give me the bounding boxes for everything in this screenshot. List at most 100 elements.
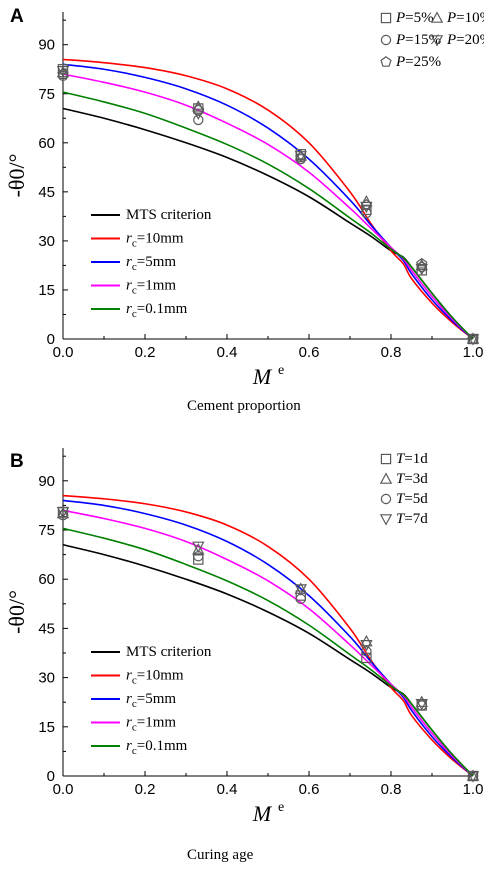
curve-rc5 (62, 63, 474, 340)
legend-marker-triangle-down (430, 35, 444, 47)
x-tick-label: 0.2 (135, 781, 156, 798)
data-point-triangle-down (294, 584, 308, 596)
legend-value: =25% (405, 54, 441, 70)
x-tick-label: 0.2 (135, 344, 156, 361)
legend-subscript: c (132, 745, 137, 757)
legend-var: P (395, 54, 405, 70)
legend-subscript: c (132, 261, 137, 273)
panel-b: B 0.0 0.2 0.4 0.6 0.8 1.0 0 15 30 45 60 75 90 M e -θ0/° M… (4, 448, 483, 863)
y-axis-label: -θ0/° (4, 590, 29, 634)
legend-var: r (126, 668, 132, 684)
legend-var: P (395, 10, 405, 26)
data-point-square (57, 64, 69, 75)
legend-var: T (396, 471, 406, 487)
legend-label-mts: MTS criterion (126, 207, 212, 223)
legend-value: =5mm (137, 254, 177, 270)
curve-rc1 (62, 509, 474, 777)
y-tick-label: 45 (38, 184, 55, 201)
y-tick-label: 90 (38, 473, 55, 490)
legend-marker-square (380, 453, 392, 465)
panel-letter: B (10, 451, 24, 472)
legend-label-square: P=5% (395, 10, 434, 26)
data-point-circle (416, 261, 427, 273)
legend-subscript: c (132, 698, 137, 710)
y-tick-label: 0 (47, 768, 55, 785)
data-point-square (361, 204, 372, 216)
x-tick-label: 0.6 (299, 344, 320, 361)
legend-var: r (126, 738, 132, 754)
legend-value: =5d (404, 491, 428, 507)
curve-rc10 (62, 58, 474, 340)
y-tick-label: 15 (38, 719, 55, 736)
data-point-circle (57, 510, 69, 521)
data-point-triangle-down (415, 699, 428, 711)
y-tick-label: 90 (38, 37, 55, 54)
legend-label-rc5: rc=5mm (126, 691, 176, 710)
legend-var: r (126, 231, 132, 247)
legend-var: r (126, 715, 132, 731)
y-tick-label: 60 (38, 135, 55, 152)
y-tick-label: 30 (38, 233, 55, 250)
panel-a: A 0.0 0.2 0.4 0.6 0.8 1.0 0 15 30 45 60 75 90 M e -θ0/° M… (4, 6, 484, 414)
legend-var: P (395, 32, 405, 48)
x-tick-label: 0.8 (381, 781, 402, 798)
data-point-circle (57, 70, 69, 81)
legend-value: =10% (456, 10, 484, 26)
data-point-triangle-down (192, 541, 205, 554)
y-tick-label: 45 (38, 620, 55, 637)
panel-letter: A (10, 6, 24, 27)
legend-value: =3d (404, 471, 428, 487)
curve-rc01 (62, 91, 474, 340)
legend-label-pentagon: P=25% (395, 54, 441, 70)
data-point-triangle-down (56, 507, 70, 519)
legend-label-rc01: rc=0.1mm (126, 738, 188, 757)
curve-mts (62, 543, 474, 777)
x-tick-label: 0.4 (217, 781, 238, 798)
legend-label-rc1: rc=1mm (126, 278, 176, 297)
x-tick-label: 1.0 (463, 781, 484, 798)
legend-var: T (396, 491, 406, 507)
legend-subscript: c (132, 722, 137, 734)
legend-marker-square (380, 12, 392, 24)
legend-value: =1mm (137, 715, 177, 731)
legend-marker-triangle-up (430, 11, 444, 23)
legend-var: r (126, 254, 132, 270)
legend-value: =5% (405, 10, 433, 26)
legend-label-rc01: rc=0.1mm (126, 301, 188, 320)
legend-subscript: c (132, 285, 137, 297)
data-point-circle (361, 646, 372, 657)
legend-label-rc1: rc=1mm (126, 715, 176, 734)
x-axis-label: M (252, 801, 273, 826)
legend-var: r (126, 691, 132, 707)
data-point-pentagon (360, 198, 373, 210)
curve-mts (62, 107, 474, 340)
legend-value: =5mm (137, 691, 177, 707)
legend-value: =1mm (137, 278, 177, 294)
legend-label-rc10: rc=10mm (126, 668, 184, 687)
y-tick-label: 75 (38, 86, 55, 103)
legend-var: r (126, 278, 132, 294)
legend-marker-pentagon (380, 56, 392, 67)
data-point-square (361, 652, 372, 664)
legend-value: =10mm (137, 231, 184, 247)
legend-subscript: c (132, 308, 137, 320)
data-point-circle (193, 114, 204, 126)
curve-rc1 (62, 73, 474, 340)
x-axis-label: M (252, 364, 273, 389)
data-point-pentagon (295, 151, 307, 163)
legend-label-triangle-down: T=7d (396, 511, 428, 527)
x-axis-label-sup: e (278, 363, 284, 378)
x-tick-label: 0.8 (381, 344, 402, 361)
legend-value: =0.1mm (137, 738, 188, 754)
y-tick-label: 60 (38, 571, 55, 588)
legend-var: r (126, 301, 132, 317)
data-point-pentagon (416, 257, 428, 269)
legend-label-circle: T=5d (396, 491, 428, 507)
legend-label-rc5: rc=5mm (126, 254, 176, 273)
legend-subscript: c (132, 675, 137, 687)
legend-label-triangle-down: P=20% (446, 32, 484, 48)
legend-label-triangle-up: T=3d (396, 471, 428, 487)
legend-var: T (396, 511, 406, 527)
x-tick-label: 0.0 (53, 781, 74, 798)
x-axis-label-sup: e (278, 800, 284, 815)
